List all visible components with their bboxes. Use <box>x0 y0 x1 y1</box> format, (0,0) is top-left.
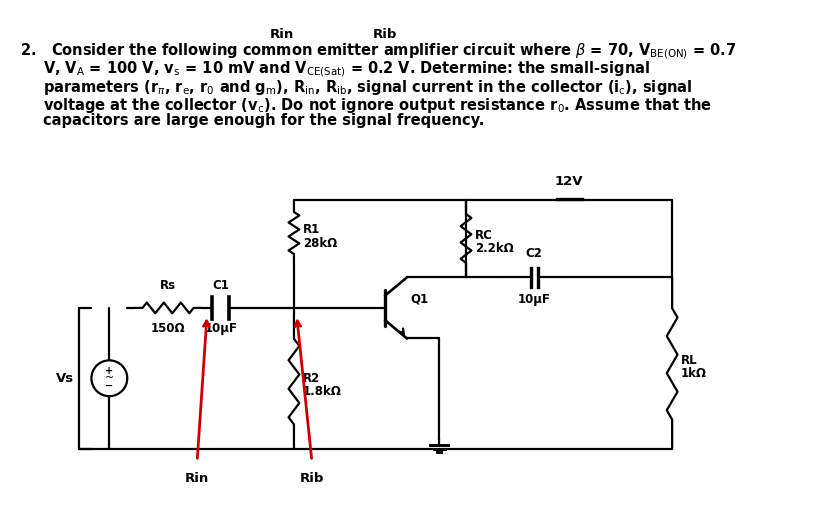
Text: 28kΩ: 28kΩ <box>303 237 337 250</box>
Text: voltage at the collector (v$_{\rm c}$). Do not ignore output resistance r$_{\rm : voltage at the collector (v$_{\rm c}$). … <box>43 96 711 115</box>
Text: 1kΩ: 1kΩ <box>681 367 706 380</box>
Text: ~: ~ <box>104 373 114 383</box>
Text: +: + <box>105 366 113 376</box>
Text: Rs: Rs <box>160 279 176 292</box>
Text: 10μF: 10μF <box>204 322 237 335</box>
Text: Vs: Vs <box>56 372 74 385</box>
Text: RL: RL <box>681 354 697 367</box>
Text: Q1: Q1 <box>410 293 428 306</box>
Text: 2.   Consider the following common emitter amplifier circuit where $\beta$ = 70,: 2. Consider the following common emitter… <box>20 42 736 61</box>
Text: capacitors are large enough for the signal frequency.: capacitors are large enough for the sign… <box>43 114 484 128</box>
Text: Rin: Rin <box>185 472 209 485</box>
Text: −: − <box>105 381 113 391</box>
Text: C2: C2 <box>525 247 542 260</box>
Text: R1: R1 <box>303 223 320 237</box>
Text: 12V: 12V <box>554 175 583 188</box>
Text: RC: RC <box>474 229 492 242</box>
Text: Rib: Rib <box>373 29 397 41</box>
Text: V, V$_{\rm A}$ = 100 V, v$_{\rm s}$ = 10 mV and V$_{\rm CE(Sat)}$ = 0.2 V. Deter: V, V$_{\rm A}$ = 100 V, v$_{\rm s}$ = 10… <box>43 60 650 79</box>
Text: C1: C1 <box>212 279 229 292</box>
Text: 1.8kΩ: 1.8kΩ <box>303 385 341 398</box>
Text: R2: R2 <box>303 372 320 385</box>
Text: parameters (r$_\pi$, r$_{\rm e}$, r$_{\rm 0}$ and g$_{\rm m}$), R$_{\rm in}$, R$: parameters (r$_\pi$, r$_{\rm e}$, r$_{\r… <box>43 78 691 97</box>
Text: 150Ω: 150Ω <box>150 322 185 335</box>
Text: 10μF: 10μF <box>517 293 550 306</box>
Text: Rin: Rin <box>270 29 294 41</box>
Text: 2.2kΩ: 2.2kΩ <box>474 242 513 255</box>
Text: Rib: Rib <box>299 472 324 485</box>
